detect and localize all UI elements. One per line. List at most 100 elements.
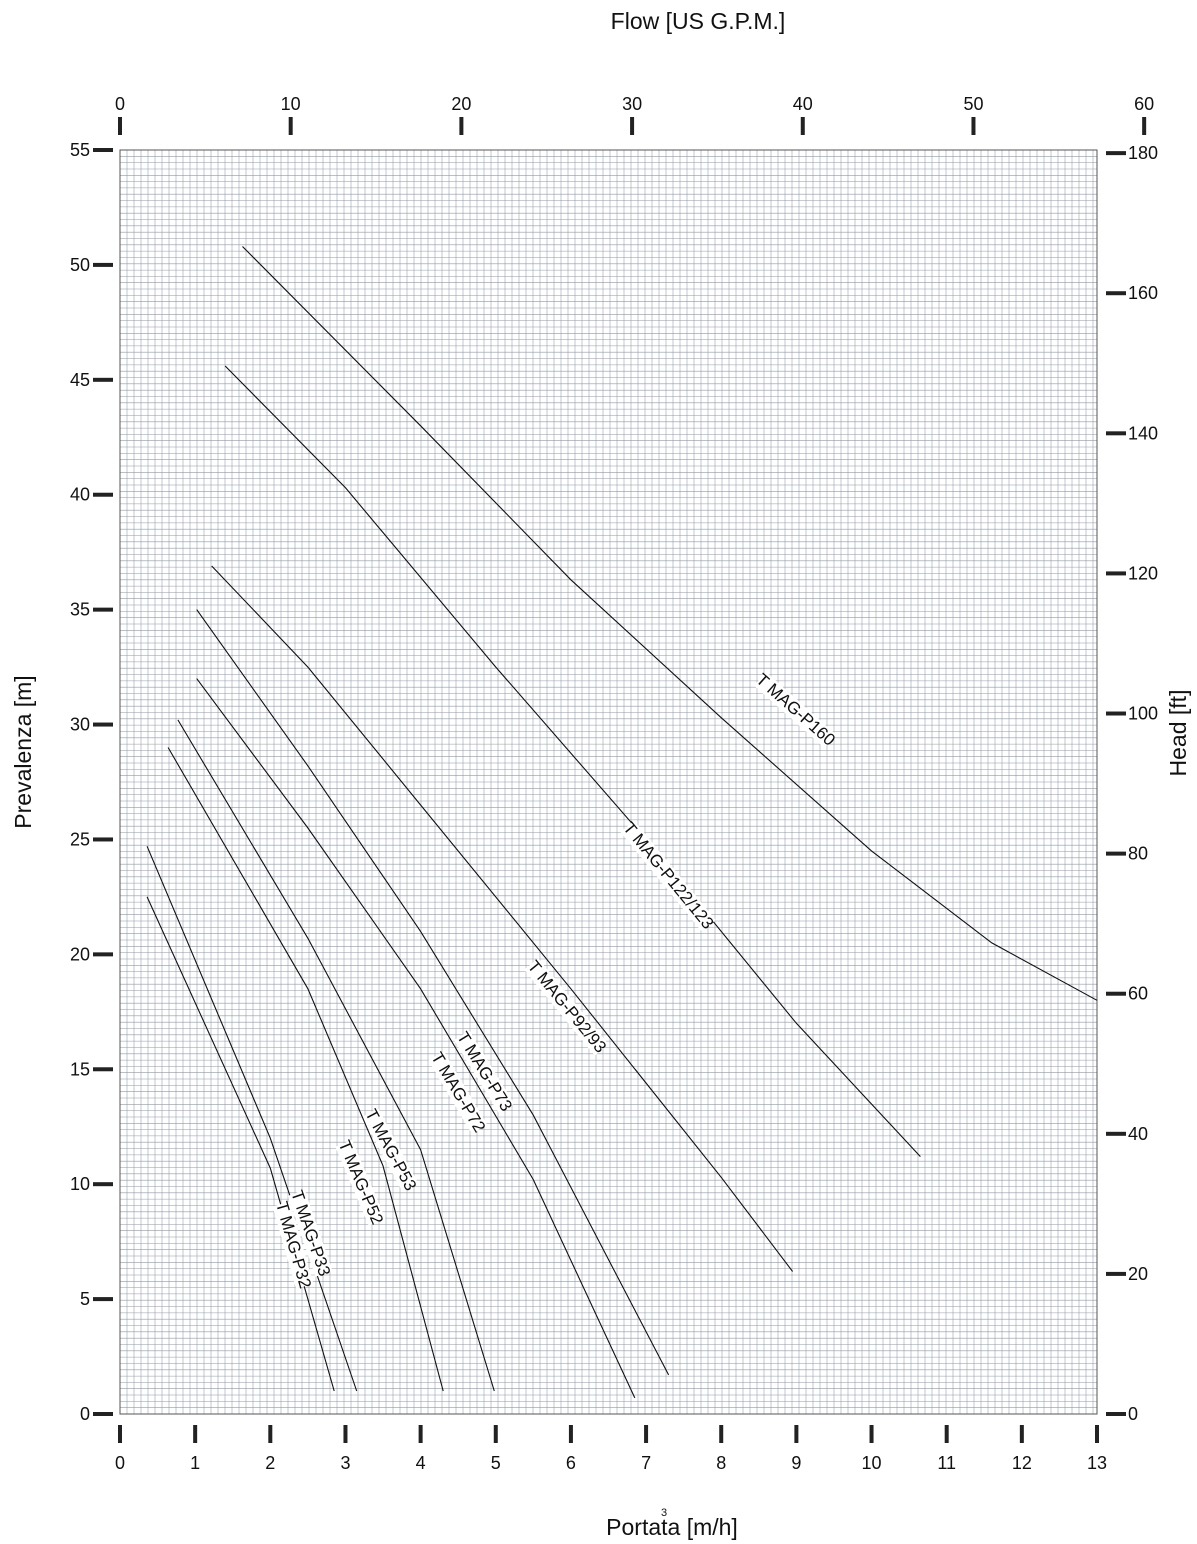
bottom-tick-label: 6	[566, 1453, 576, 1473]
bottom-tick-label: 5	[491, 1453, 501, 1473]
right-axis-title: Head [ft]	[1165, 690, 1191, 777]
bottom-tick-label: 11	[937, 1453, 956, 1473]
top-tick-label: 50	[963, 94, 983, 114]
top-tick-label: 40	[793, 94, 813, 114]
bottom-tick-label: 1	[190, 1453, 200, 1473]
top-tick-label: 60	[1134, 94, 1154, 114]
top-tick-label: 20	[451, 94, 471, 114]
right-tick-label: 100	[1128, 704, 1158, 724]
bottom-tick-label: 4	[416, 1453, 426, 1473]
bottom-tick-label: 7	[641, 1453, 651, 1473]
top-tick-mark	[971, 117, 976, 135]
curve-line	[211, 565, 794, 1272]
left-tick-label: 5	[80, 1289, 90, 1309]
top-tick-mark	[118, 117, 122, 135]
top-tick-label: 10	[281, 94, 301, 114]
left-tick-label: 0	[80, 1404, 90, 1424]
left-tick-mark	[93, 1297, 113, 1302]
curve-label-bg	[454, 1030, 515, 1113]
bottom-axis-superscript: 3	[661, 1507, 667, 1519]
left-tick-mark	[93, 377, 113, 382]
top-tick-mark	[1142, 117, 1147, 135]
curve-line	[146, 896, 335, 1392]
bottom-tick-mark	[343, 1425, 348, 1443]
left-tick-label: 30	[70, 715, 90, 735]
bottom-tick-mark	[1019, 1425, 1024, 1443]
right-tick-label: 40	[1128, 1124, 1148, 1144]
curve-label-bg	[335, 1139, 386, 1226]
top-tick-mark	[630, 117, 635, 135]
bottom-tick-mark	[418, 1425, 423, 1443]
right-tick-mark	[1106, 1412, 1126, 1416]
curve-line	[242, 246, 1098, 1001]
bottom-tick-label: 9	[791, 1453, 801, 1473]
bottom-tick-label: 3	[340, 1453, 350, 1473]
right-tick-label: 140	[1128, 423, 1158, 443]
plot-frame	[119, 149, 1098, 1415]
bottom-tick-mark	[719, 1425, 724, 1443]
right-tick-label: 60	[1128, 984, 1148, 1004]
curve-line	[196, 609, 670, 1376]
curve-line	[177, 719, 495, 1392]
right-tick-label: 160	[1128, 283, 1158, 303]
right-tick-label: 80	[1128, 844, 1148, 864]
left-tick-mark	[93, 607, 113, 612]
bottom-tick-label: 12	[1012, 1453, 1032, 1473]
left-tick-label: 10	[70, 1174, 90, 1194]
left-tick-mark	[93, 492, 113, 497]
bottom-axis-title: Portata [m/h]	[606, 1514, 738, 1540]
top-tick-label: 0	[115, 94, 125, 114]
bottom-tick-mark	[1095, 1425, 1099, 1443]
left-tick-mark	[93, 148, 113, 152]
bottom-tick-mark	[118, 1425, 122, 1443]
right-tick-mark	[1106, 1131, 1126, 1136]
bottom-tick-label: 13	[1087, 1453, 1107, 1473]
top-tick-mark	[800, 117, 805, 135]
chart-axes: 0123456789101112130102030405060708090051…	[70, 94, 1158, 1473]
chart-grid	[119, 149, 1097, 1415]
bottom-tick-mark	[568, 1425, 573, 1443]
curve-line	[146, 846, 358, 1392]
right-tick-label: 0	[1128, 1404, 1138, 1424]
bottom-tick-mark	[193, 1425, 198, 1443]
bottom-tick-mark	[944, 1425, 949, 1443]
left-tick-label: 15	[70, 1059, 90, 1079]
bottom-tick-mark	[644, 1425, 649, 1443]
right-tick-label: 120	[1128, 563, 1158, 583]
grid-lines	[119, 149, 1097, 1415]
curve-line	[196, 678, 636, 1399]
bottom-tick-label: 2	[265, 1453, 275, 1473]
bottom-tick-mark	[794, 1425, 799, 1443]
bottom-tick-label: 0	[115, 1453, 125, 1473]
left-tick-mark	[93, 1412, 113, 1416]
left-tick-label: 25	[70, 829, 90, 849]
left-tick-mark	[93, 262, 113, 267]
right-tick-mark	[1106, 851, 1126, 856]
left-tick-mark	[93, 837, 113, 842]
curve-label-bg	[428, 1051, 488, 1134]
top-axis-title: Flow [US G.P.M.]	[611, 8, 786, 34]
curve-label-bg	[524, 958, 609, 1056]
curve-line	[224, 365, 921, 1157]
left-tick-mark	[93, 722, 113, 727]
right-tick-mark	[1106, 711, 1126, 716]
right-tick-mark	[1106, 991, 1126, 996]
curve-label-bg	[620, 820, 716, 932]
bottom-tick-mark	[493, 1425, 498, 1443]
left-tick-mark	[93, 1182, 113, 1187]
left-tick-mark	[93, 1067, 113, 1072]
right-tick-mark	[1106, 571, 1126, 576]
curve-label-bg	[362, 1108, 419, 1193]
left-tick-label: 35	[70, 600, 90, 620]
right-tick-label: 20	[1128, 1264, 1148, 1284]
bottom-tick-label: 8	[716, 1453, 726, 1473]
top-tick-label: 30	[622, 94, 642, 114]
curve-label-bg	[754, 672, 837, 749]
right-tick-mark	[1106, 151, 1126, 156]
left-tick-mark	[93, 952, 113, 957]
left-tick-label: 20	[70, 944, 90, 964]
left-tick-label: 55	[70, 140, 90, 160]
curve-label-bg	[272, 1201, 314, 1289]
right-tick-mark	[1106, 291, 1126, 296]
